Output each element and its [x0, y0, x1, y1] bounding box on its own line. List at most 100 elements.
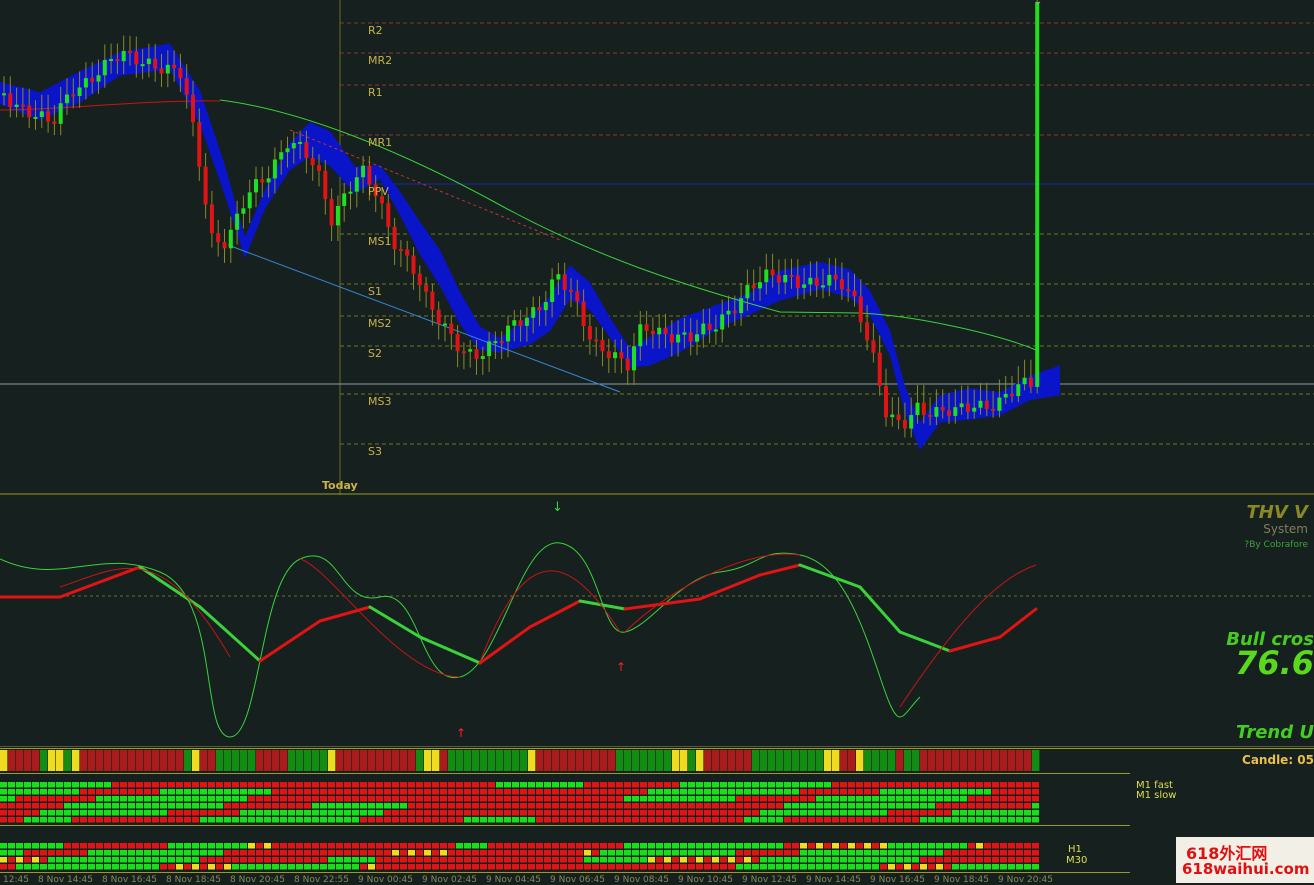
tf-label-m1-slow: M1 slow: [1136, 790, 1177, 801]
grid-cell: [1008, 810, 1015, 816]
grid-cell: [368, 810, 375, 816]
trend-bar: [880, 750, 888, 771]
grid-cell: [624, 782, 631, 788]
grid-cell: [856, 789, 863, 795]
grid-cell: [184, 796, 191, 802]
grid-cell: [424, 796, 431, 802]
grid-cell: [704, 796, 711, 802]
grid-cell: [808, 789, 815, 795]
grid-cell: [608, 850, 615, 856]
grid-cell: [256, 850, 263, 856]
grid-cell: [128, 864, 135, 870]
grid-cell: [400, 857, 407, 863]
grid-cell: [832, 810, 839, 816]
grid-cell: [232, 796, 239, 802]
grid-cell: [208, 810, 215, 816]
grid-cell: [824, 850, 831, 856]
grid-cell: [464, 817, 471, 823]
oscillator-panel[interactable]: [0, 497, 1314, 747]
grid-cell: [176, 810, 183, 816]
grid-cell: [712, 803, 719, 809]
grid-cell: [864, 864, 871, 870]
grid-cell: [312, 850, 319, 856]
grid-cell: [608, 782, 615, 788]
grid-cell: [328, 796, 335, 802]
grid-cell: [536, 817, 543, 823]
grid-cell: [968, 843, 975, 849]
candle-body: [720, 314, 725, 330]
trend-bar: [1032, 750, 1040, 771]
grid-cell: [864, 796, 871, 802]
level-label-s3: S3: [368, 445, 382, 458]
grid-cell: [912, 850, 919, 856]
grid-cell: [1016, 850, 1023, 856]
grid-cell: [472, 803, 479, 809]
grid-cell: [1032, 857, 1039, 863]
grid-cell: [40, 817, 47, 823]
grid-cell: [376, 843, 383, 849]
grid-cell: [496, 796, 503, 802]
grid-cell: [200, 789, 207, 795]
trend-bar: [568, 750, 576, 771]
chevron-down-icon[interactable]: ⌄: [1034, 0, 1043, 7]
grid-cell: [840, 857, 847, 863]
grid-cell: [848, 796, 855, 802]
grid-cell: [720, 850, 727, 856]
grid-cell: [704, 857, 711, 863]
grid-cell: [264, 789, 271, 795]
grid-cell: [904, 864, 911, 870]
candle-body: [361, 165, 366, 178]
grid-cell: [1000, 789, 1007, 795]
grid-cell: [752, 789, 759, 795]
grid-cell: [600, 796, 607, 802]
grid-cell: [200, 857, 207, 863]
trend-bar: [472, 750, 480, 771]
grid-cell: [944, 864, 951, 870]
grid-cell: [952, 782, 959, 788]
grid-cell: [256, 803, 263, 809]
grid-cell: [392, 857, 399, 863]
grid-cell: [264, 782, 271, 788]
grid-cell: [664, 857, 671, 863]
grid-cell: [1016, 857, 1023, 863]
grid-cell: [568, 843, 575, 849]
grid-cell: [584, 843, 591, 849]
grid-cell: [408, 843, 415, 849]
grid-cell: [824, 796, 831, 802]
grid-cell: [696, 796, 703, 802]
candle-body: [688, 332, 693, 342]
grid-cell: [296, 864, 303, 870]
grid-cell: [464, 789, 471, 795]
trend-bar: [96, 750, 104, 771]
grid-cell: [904, 782, 911, 788]
candle-body: [877, 352, 882, 387]
grid-cell: [152, 817, 159, 823]
trend-bar: [24, 750, 32, 771]
grid-cell: [624, 843, 631, 849]
candle-body: [1035, 2, 1040, 387]
candle-body: [512, 320, 517, 326]
grid-cell: [600, 803, 607, 809]
grid-cell: [400, 864, 407, 870]
grid-cell: [704, 810, 711, 816]
grid-cell: [328, 782, 335, 788]
grid-cell: [592, 789, 599, 795]
grid-cell: [1000, 803, 1007, 809]
grid-cell: [696, 789, 703, 795]
grid-cell: [600, 864, 607, 870]
grid-cell: [984, 857, 991, 863]
trend-bar: [696, 750, 704, 771]
grid-cell: [360, 817, 367, 823]
grid-cell: [144, 864, 151, 870]
candle-body: [2, 93, 6, 96]
grid-cell: [528, 864, 535, 870]
grid-cell: [984, 864, 991, 870]
grid-cell: [824, 843, 831, 849]
grid-cell: [24, 796, 31, 802]
price-chart[interactable]: [0, 0, 1314, 495]
grid-cell: [936, 857, 943, 863]
grid-cell: [392, 796, 399, 802]
trend-bar: [576, 750, 584, 771]
grid-cell: [568, 810, 575, 816]
grid-cell: [312, 843, 319, 849]
